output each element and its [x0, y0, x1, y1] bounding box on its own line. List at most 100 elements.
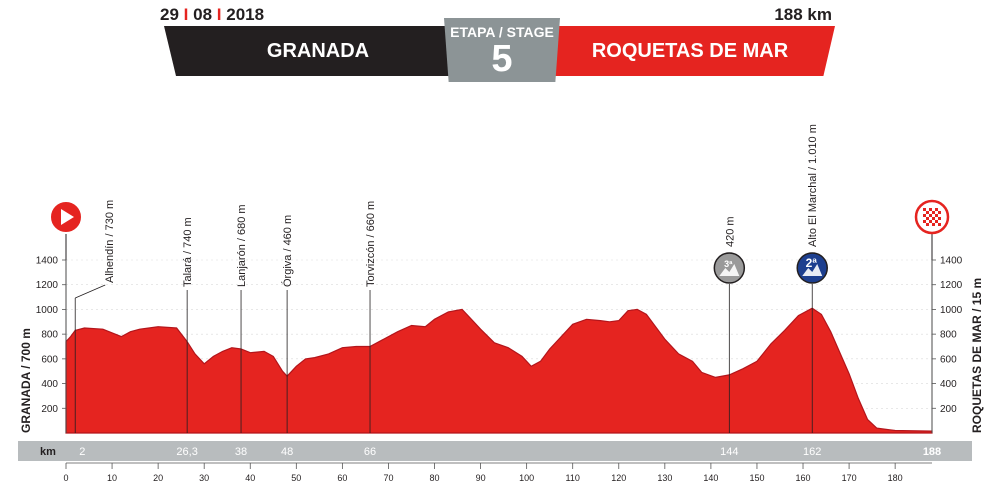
- x-tick-label: 10: [107, 473, 117, 483]
- y-tick-label: 1000: [36, 305, 59, 316]
- point-label: Torvizcón / 660 m: [365, 201, 377, 287]
- finish-city: ROQUETAS DE MAR: [591, 40, 789, 62]
- stage-distance: 188 km: [774, 5, 832, 24]
- x-axis-ticks: 0 10 20 30 40 50 60 70 80 90 100 110 120 130 140 150 160…: [63, 462, 932, 483]
- y-tick-label: 200: [940, 404, 957, 415]
- y-tick-label: 1200: [36, 280, 59, 291]
- stage-date: 29 I 08 I 2018: [160, 5, 264, 25]
- finish-flag-square: [926, 223, 929, 226]
- finish-flag-icon: [914, 199, 950, 235]
- km-point-label: 38: [235, 446, 247, 458]
- climb-cat2-icon: 2ª: [796, 252, 828, 284]
- date-month: 08: [193, 5, 213, 24]
- point-label: Órgiva / 460 m: [281, 215, 294, 287]
- x-tick-label: 30: [199, 473, 209, 483]
- mountain-icon: [719, 264, 740, 276]
- date-separator: I: [183, 5, 189, 24]
- start-city: GRANADA: [266, 40, 370, 62]
- y-tick-label: 1400: [36, 256, 59, 267]
- finish-flag-square: [932, 223, 935, 226]
- x-tick-label: 40: [245, 473, 255, 483]
- x-tick-label: 130: [657, 473, 672, 483]
- x-tick-label: 90: [476, 473, 486, 483]
- km-point-label: 48: [281, 446, 293, 458]
- climb-category: 2ª: [806, 256, 818, 270]
- start-banner: GRANADA: [164, 26, 464, 76]
- km-point-label: 162: [803, 446, 821, 458]
- point-leader: [75, 284, 106, 299]
- x-tick-label: 50: [291, 473, 301, 483]
- km-bar: [18, 441, 972, 461]
- km-point-label: 2: [79, 446, 85, 458]
- climb-category: 3ª: [724, 259, 733, 269]
- stage-number: 5: [491, 38, 513, 80]
- km-bar-label: km: [40, 446, 56, 458]
- finish-flag-square: [932, 217, 935, 220]
- x-tick-label: 140: [703, 473, 718, 483]
- finish-flag-square: [935, 214, 938, 217]
- date-day: 29: [160, 5, 179, 24]
- finish-flag-square: [923, 220, 926, 223]
- y-tick-label: 1200: [940, 280, 963, 291]
- finish-flag-square: [935, 208, 938, 211]
- point-label: Lanjarón / 680 m: [236, 204, 248, 287]
- stage-label: ETAPA / STAGE: [450, 24, 554, 40]
- x-tick-label: 100: [519, 473, 534, 483]
- date-separator: I: [216, 5, 222, 24]
- finish-flag-square: [938, 223, 941, 226]
- finish-banner: ROQUETAS DE MAR: [545, 26, 835, 76]
- km-point-label: 26,3: [176, 446, 197, 458]
- profile-points: Alhendín / 730 m 2 Talará / 740 m 26,3 Lanja…: [49, 124, 950, 458]
- y-tick-label: 600: [940, 354, 957, 365]
- x-tick-label: 110: [566, 473, 580, 483]
- x-tick-label: 80: [430, 473, 440, 483]
- y-tick-label: 800: [41, 330, 58, 341]
- finish-flag-square: [926, 217, 929, 220]
- x-tick-label: 0: [63, 473, 68, 483]
- finish-flag-square: [938, 211, 941, 214]
- x-tick-label: 20: [153, 473, 163, 483]
- point-label: Alhendín / 730 m: [104, 200, 116, 283]
- climb-label: Alto El Marchal / 1.010 m: [807, 124, 819, 247]
- start-flag-icon: [49, 200, 83, 234]
- climb-label: 420 m: [724, 216, 736, 247]
- km-point-label: 66: [364, 446, 376, 458]
- finish-flag-square: [929, 214, 932, 217]
- x-tick-label: 120: [611, 473, 626, 483]
- x-tick-label: 170: [842, 473, 857, 483]
- date-year: 2018: [226, 5, 265, 24]
- finish-flag-square: [932, 211, 935, 214]
- x-tick-label: 60: [337, 473, 347, 483]
- km-point-label: 144: [720, 446, 738, 458]
- profile-area: [65, 307, 933, 434]
- x-tick-label: 180: [888, 473, 903, 483]
- x-tick-label: 160: [796, 473, 811, 483]
- mountain-icon: [802, 264, 823, 276]
- y-tick-label: 200: [41, 404, 58, 415]
- finish-flag-square: [929, 220, 932, 223]
- stage-number-box: ETAPA / STAGE 5: [444, 18, 560, 82]
- start-axis-label: GRANADA / 700 m: [19, 328, 33, 433]
- finish-flag-square: [935, 220, 938, 223]
- finish-flag-square: [938, 217, 941, 220]
- finish-flag-square: [923, 214, 926, 217]
- km-point-label: 188: [923, 446, 941, 458]
- finish-axis-label: ROQUETAS DE MAR / 15 m: [970, 278, 984, 433]
- y-axis-ticks: 200 200 400 400 600 600 800 800 1000 1000 1200 1200…: [36, 256, 963, 433]
- y-tick-label: 600: [41, 354, 58, 365]
- finish-flag-square: [923, 208, 926, 211]
- finish-flag-square: [926, 211, 929, 214]
- y-tick-label: 400: [940, 379, 957, 390]
- x-tick-label: 70: [383, 473, 393, 483]
- y-tick-label: 800: [940, 330, 957, 341]
- climb-cat3-icon: 3ª: [713, 252, 746, 284]
- finish-flag-square: [929, 208, 932, 211]
- play-icon: [61, 209, 74, 225]
- y-tick-label: 1400: [940, 256, 963, 267]
- y-tick-label: 1000: [940, 305, 963, 316]
- x-tick-label: 150: [749, 473, 764, 483]
- y-tick-label: 400: [41, 379, 58, 390]
- point-label: Talará / 740 m: [182, 217, 194, 287]
